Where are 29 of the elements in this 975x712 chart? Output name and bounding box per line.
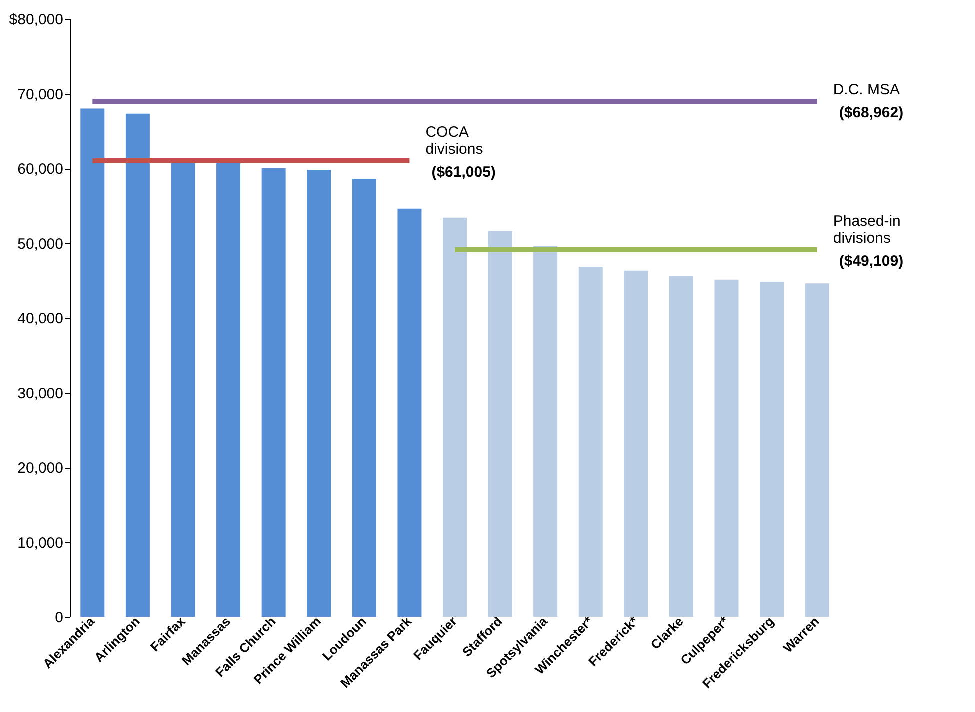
y-tick-label: 50,000 (18, 236, 64, 253)
bar (534, 246, 558, 617)
bar (714, 280, 739, 617)
series-label: D.C. MSA (833, 82, 900, 99)
bar (352, 178, 376, 617)
y-tick-label: 40,000 (18, 310, 64, 328)
y-tick-label: 10,000 (18, 534, 64, 552)
y-tick-label: 70,000 (18, 86, 64, 104)
data-label: ($49,109) (839, 252, 904, 270)
bar (624, 270, 648, 617)
series-label: Phased-in divisions (833, 212, 901, 247)
y-tick-label: 60,000 (18, 161, 64, 178)
data-label: ($68,962) (839, 104, 904, 122)
data-label: ($61,005) (432, 164, 496, 181)
y-tick-label: 20,000 (18, 460, 64, 477)
series-label: COCA divisions (426, 124, 484, 158)
bar (443, 218, 467, 617)
bar (262, 168, 286, 617)
bar (126, 114, 150, 617)
bar (760, 282, 784, 617)
bar (669, 276, 694, 617)
bar (488, 231, 512, 617)
bar (398, 208, 422, 617)
bar (805, 284, 830, 617)
y-tick-label: $80,000 (9, 12, 64, 28)
bar (307, 170, 332, 617)
bar (578, 267, 603, 617)
y-tick-label: 30,000 (18, 385, 64, 402)
bar (80, 108, 105, 617)
